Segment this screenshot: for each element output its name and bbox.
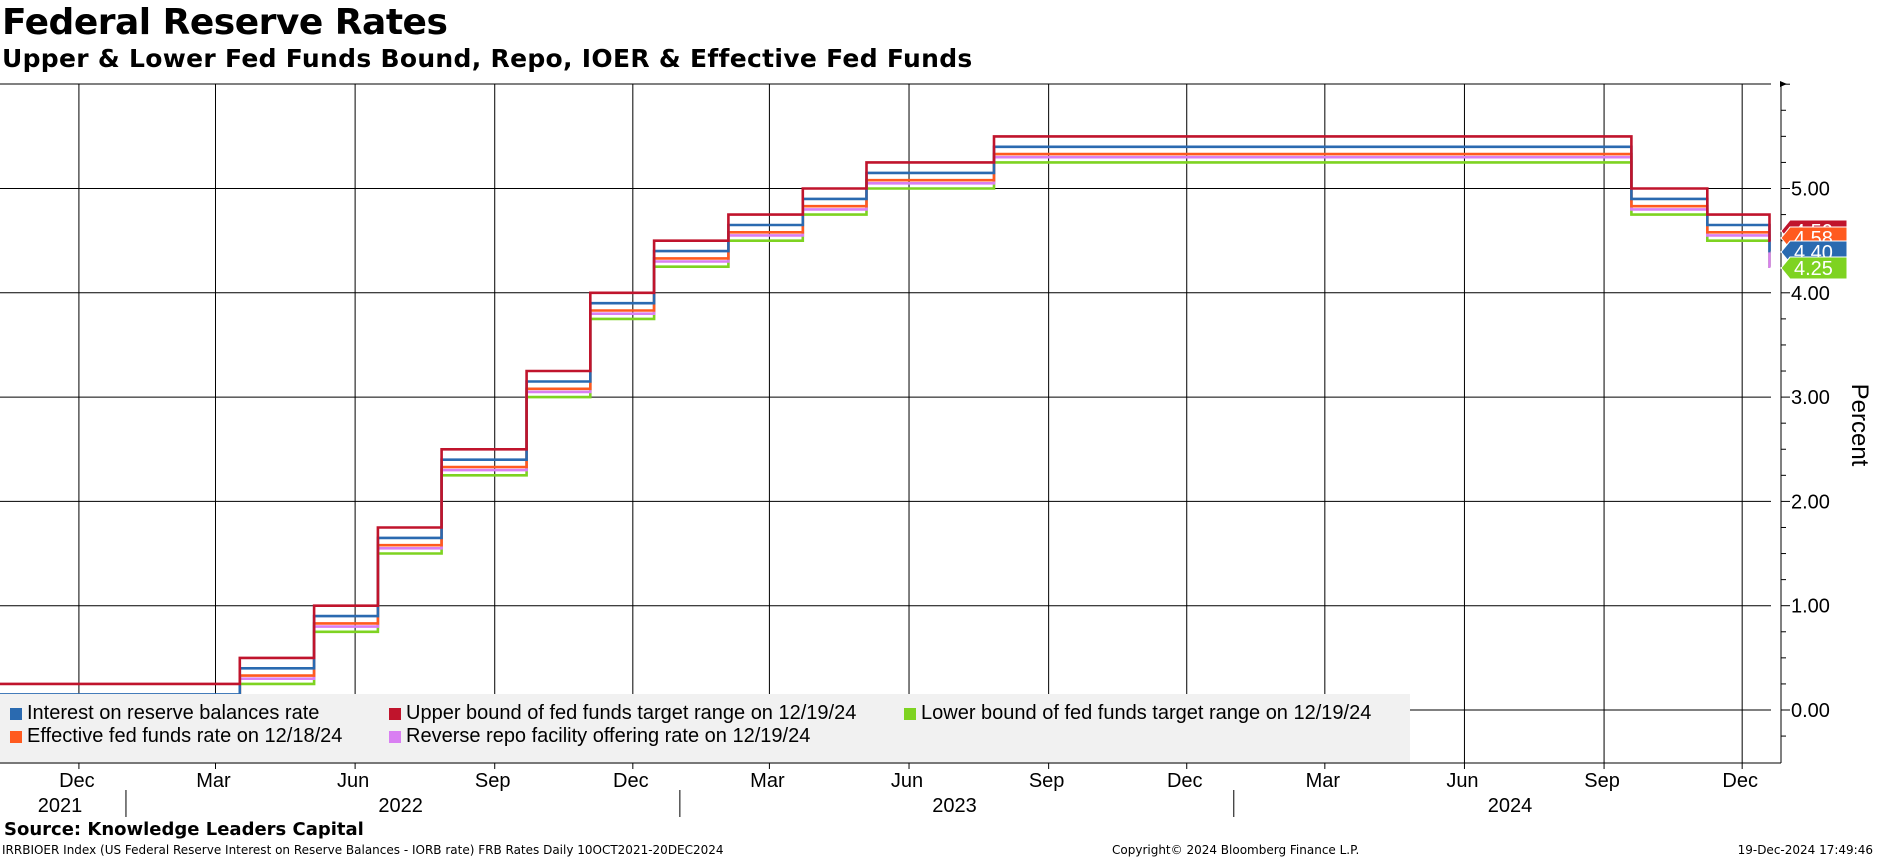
- legend: Interest on reserve balances rate Upper b…: [0, 694, 1410, 764]
- legend-swatch: [904, 708, 916, 720]
- x-tick-label: Mar: [196, 770, 231, 792]
- legend-label: Effective fed funds rate on 12/18/24: [27, 725, 342, 747]
- series-lines: [0, 135, 1771, 712]
- x-tick-label: Dec: [59, 770, 95, 792]
- series-line: [0, 155, 1771, 707]
- y-tick-label: 3.00: [1791, 387, 1830, 409]
- x-year-label: 2023: [932, 795, 977, 817]
- x-tick-label: Sep: [1584, 770, 1620, 792]
- legend-box: [0, 694, 1410, 764]
- x-tick-label: Jun: [891, 770, 923, 792]
- last-value-tag: 4.25: [1780, 256, 1848, 280]
- y-tick-label: 1.00: [1791, 596, 1830, 618]
- legend-swatch: [10, 708, 22, 720]
- x-tick-label: Dec: [1722, 770, 1758, 792]
- series-line: [0, 152, 1771, 703]
- x-year-label: 2022: [378, 795, 423, 817]
- series-line: [0, 161, 1771, 712]
- x-tick-label: Dec: [1167, 770, 1203, 792]
- source-note: Source: Knowledge Leaders Capital: [4, 819, 364, 840]
- y-tick-label: 4.00: [1791, 283, 1830, 305]
- x-tick-label: Sep: [475, 770, 511, 792]
- grid-lines: [0, 83, 1771, 763]
- y-tick-label: 0.00: [1791, 700, 1830, 722]
- x-tick-label: Dec: [613, 770, 649, 792]
- chart-subtitle: Upper & Lower Fed Funds Bound, Repo, IOE…: [2, 44, 973, 73]
- index-description: IRRBIOER Index (US Federal Reserve Inter…: [2, 843, 724, 857]
- tag-shape: [1780, 256, 1848, 280]
- legend-label: Reverse repo facility offering rate on 1…: [406, 725, 810, 747]
- last-value-tags: 4.504.584.404.25: [1780, 219, 1848, 280]
- series-line: [0, 135, 1771, 686]
- x-year-label: 2021: [38, 795, 83, 817]
- tag-label: 4.25: [1794, 258, 1833, 280]
- copyright-note: Copyright© 2024 Bloomberg Finance L.P.: [1112, 843, 1360, 857]
- legend-label: Lower bound of fed funds target range on…: [921, 702, 1371, 724]
- x-tick-label: Jun: [1446, 770, 1478, 792]
- legend-label: Upper bound of fed funds target range on…: [406, 702, 856, 724]
- legend-swatch: [10, 731, 22, 743]
- x-year-label: 2024: [1488, 795, 1533, 817]
- axes: 0.00 1.00 2.00 3.00 4.00 5.00 Percent Dec Mar Jun…: [0, 81, 1873, 817]
- x-tick-label: Mar: [1306, 770, 1341, 792]
- chart-title: Federal Reserve Rates: [2, 2, 448, 43]
- legend-label: Interest on reserve balances rate: [27, 702, 319, 724]
- y-tick-label: 5.00: [1791, 179, 1830, 201]
- x-tick-label: Jun: [337, 770, 369, 792]
- timestamp: 19-Dec-2024 17:49:46: [1737, 843, 1873, 857]
- x-tick-label: Mar: [750, 770, 785, 792]
- y-tick-label: 2.00: [1791, 491, 1830, 513]
- series-line: [0, 145, 1771, 696]
- legend-swatch: [389, 708, 401, 720]
- y-axis-title: Percent: [1846, 384, 1873, 467]
- x-tick-label: Sep: [1029, 770, 1065, 792]
- legend-swatch: [389, 731, 401, 743]
